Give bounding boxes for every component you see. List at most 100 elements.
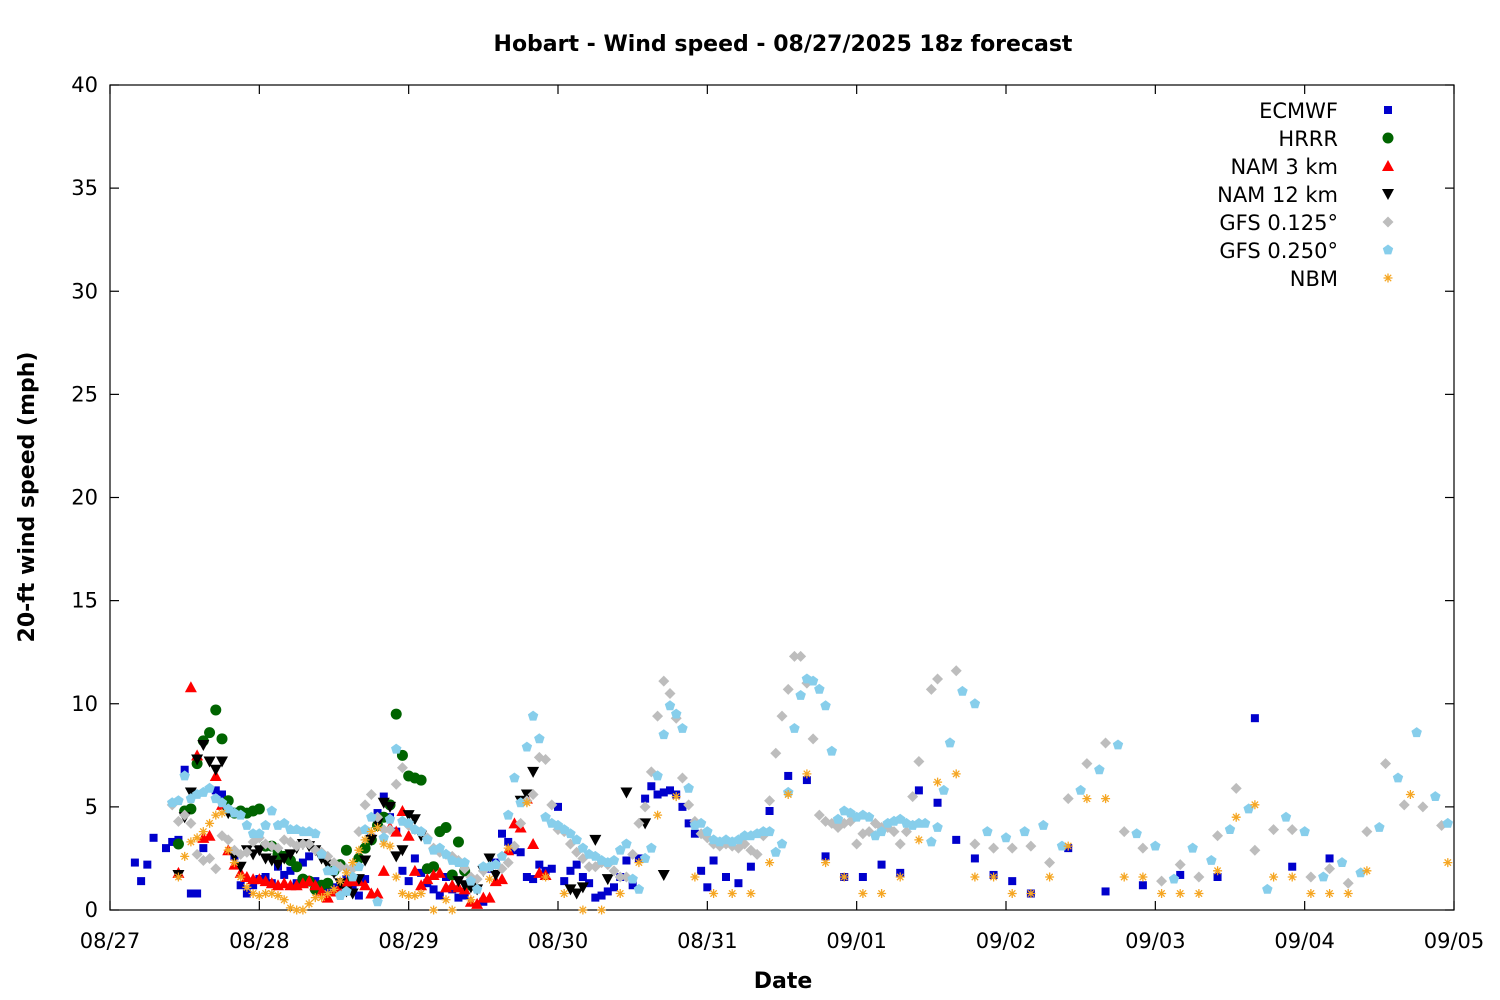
data-point bbox=[403, 817, 414, 828]
data-point bbox=[560, 877, 569, 886]
data-point bbox=[266, 805, 277, 816]
data-point bbox=[789, 723, 800, 733]
series-5 bbox=[167, 673, 1453, 907]
data-point bbox=[186, 837, 196, 847]
data-point bbox=[335, 876, 345, 886]
data-point bbox=[1280, 811, 1292, 822]
data-point bbox=[168, 837, 177, 846]
data-point bbox=[186, 889, 195, 898]
data-point bbox=[610, 883, 618, 892]
y-tick-label: 35 bbox=[71, 176, 98, 200]
data-point bbox=[678, 802, 687, 811]
data-point bbox=[839, 872, 849, 882]
data-point bbox=[676, 772, 688, 784]
data-point bbox=[1038, 819, 1049, 830]
data-point bbox=[795, 650, 807, 662]
data-point bbox=[634, 858, 644, 868]
data-point bbox=[466, 895, 476, 905]
data-point bbox=[390, 825, 403, 837]
data-point bbox=[1249, 844, 1261, 856]
y-tick-label: 40 bbox=[71, 73, 98, 97]
data-point bbox=[1007, 889, 1017, 898]
data-point bbox=[851, 838, 863, 850]
data-point bbox=[365, 789, 377, 800]
legend-marker bbox=[1382, 244, 1394, 255]
legend-marker bbox=[1382, 216, 1394, 228]
x-tick-label: 08/27 bbox=[80, 929, 141, 953]
data-point bbox=[515, 817, 527, 829]
data-point bbox=[1094, 764, 1105, 775]
data-point bbox=[1224, 824, 1236, 834]
data-point bbox=[807, 733, 819, 745]
data-point bbox=[179, 770, 190, 781]
data-point bbox=[1268, 824, 1280, 836]
data-point bbox=[408, 814, 421, 826]
data-point bbox=[913, 756, 925, 767]
data-point bbox=[417, 868, 426, 877]
data-point bbox=[229, 858, 239, 868]
data-point bbox=[180, 765, 189, 774]
data-point bbox=[348, 858, 358, 868]
data-point bbox=[360, 835, 370, 845]
data-point bbox=[702, 826, 713, 837]
data-point bbox=[402, 810, 415, 822]
data-point bbox=[770, 747, 782, 759]
data-point bbox=[203, 829, 216, 841]
data-point bbox=[1288, 862, 1297, 871]
data-point bbox=[770, 846, 781, 857]
data-point bbox=[483, 891, 496, 903]
data-point bbox=[820, 700, 831, 711]
data-point bbox=[322, 877, 334, 889]
data-point bbox=[950, 665, 962, 677]
data-point bbox=[273, 891, 283, 901]
data-point bbox=[1062, 793, 1074, 805]
data-point bbox=[746, 862, 755, 871]
data-point bbox=[1138, 881, 1147, 890]
data-point bbox=[583, 861, 595, 873]
data-point bbox=[565, 828, 576, 839]
data-point bbox=[1063, 841, 1073, 851]
y-tick-label: 0 bbox=[85, 898, 98, 922]
data-point bbox=[1343, 889, 1353, 898]
x-tick-label: 09/01 bbox=[826, 929, 887, 953]
data-point bbox=[926, 836, 937, 847]
series-6 bbox=[173, 769, 1453, 915]
y-tick-label: 5 bbox=[85, 795, 98, 819]
data-point bbox=[384, 824, 396, 836]
legend-label: ECMWF bbox=[1259, 99, 1338, 123]
data-point bbox=[496, 850, 508, 861]
data-point bbox=[391, 872, 401, 882]
data-point bbox=[421, 873, 434, 885]
data-point bbox=[907, 791, 919, 803]
data-point bbox=[1213, 866, 1223, 876]
data-point bbox=[1262, 883, 1273, 894]
data-point bbox=[621, 838, 632, 849]
data-point bbox=[690, 872, 700, 882]
data-point bbox=[695, 817, 707, 828]
data-point bbox=[608, 855, 620, 865]
data-point bbox=[1075, 784, 1086, 795]
data-point bbox=[677, 723, 688, 733]
data-point bbox=[452, 836, 464, 848]
data-point bbox=[765, 858, 775, 868]
data-point bbox=[540, 753, 552, 765]
data-point bbox=[639, 852, 651, 863]
data-point bbox=[1006, 842, 1018, 854]
data-point bbox=[310, 893, 320, 903]
data-point bbox=[191, 848, 203, 860]
data-point bbox=[1131, 828, 1142, 839]
data-point bbox=[398, 866, 407, 875]
data-point bbox=[608, 865, 620, 877]
data-point bbox=[709, 856, 718, 865]
data-point bbox=[570, 888, 583, 900]
data-point bbox=[932, 822, 943, 832]
data-point bbox=[1374, 822, 1385, 832]
data-point bbox=[982, 826, 993, 837]
data-point bbox=[1430, 791, 1441, 801]
data-point bbox=[1044, 857, 1056, 869]
data-point bbox=[1157, 889, 1167, 898]
data-point bbox=[216, 733, 228, 745]
data-point bbox=[597, 891, 606, 900]
data-point bbox=[832, 813, 844, 824]
data-point bbox=[489, 869, 502, 881]
